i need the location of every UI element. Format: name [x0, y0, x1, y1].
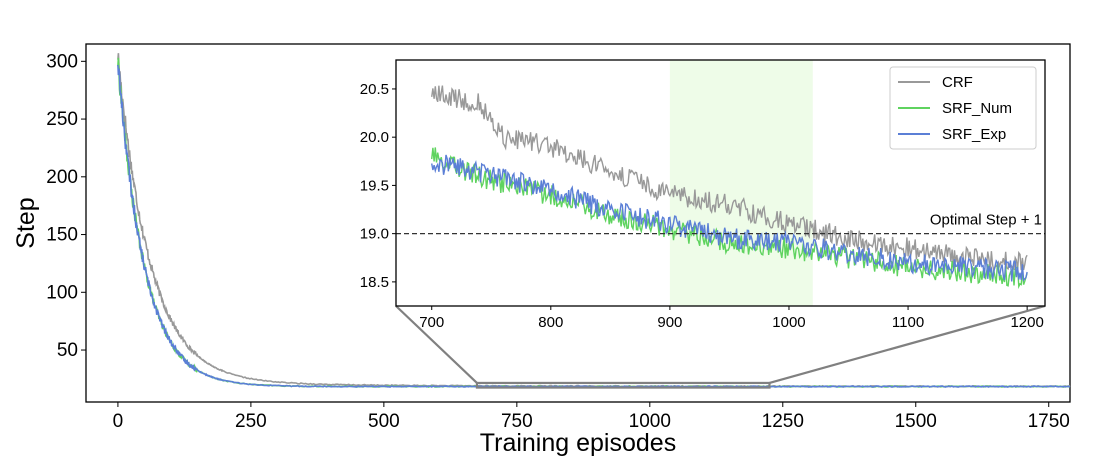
y-axis-label: Step	[12, 197, 40, 248]
x-axis-label: Training episodes	[480, 429, 676, 457]
zoom-region-box	[475, 381, 771, 389]
x-tick-label: 1250	[762, 411, 804, 432]
inset-curves	[431, 85, 1028, 290]
inset-highlight-region	[669, 60, 813, 306]
main-series-srf-exp	[117, 64, 1071, 388]
zoom-connector-right	[769, 304, 1046, 385]
legend-box	[889, 66, 1037, 150]
x-tick-label: 1500	[895, 411, 937, 432]
inset-y-tick-label: 20.0	[360, 129, 389, 146]
y-tick-label: 150	[46, 225, 78, 246]
zoom-connectors	[395, 304, 1046, 389]
y-tick-label: 300	[46, 51, 78, 72]
x-tick-label: 750	[501, 411, 533, 432]
legend-label-srf-num: SRF_Num	[942, 100, 1012, 117]
legend: CRF SRF_Num SRF_Exp	[889, 66, 1037, 150]
x-tick-label: 500	[368, 411, 400, 432]
x-tick-label: 0	[113, 411, 124, 432]
inset-x-tick-label: 800	[538, 314, 563, 331]
inset-y-tick-label: 20.5	[360, 81, 389, 98]
inset-axis-ticks: 700 800 900 1000 1100 1200 18.5 19.0 19.5 20.0 20.…	[360, 81, 1044, 331]
inset-x-tick-label: 1000	[772, 314, 805, 331]
x-tick-label: 1750	[1028, 411, 1070, 432]
inset-x-tick-label: 1200	[1010, 314, 1043, 331]
inset-chart: Optimal Step + 1 700 800 900 1000 1100 1200 18…	[360, 59, 1046, 331]
y-tick-label: 100	[46, 282, 78, 303]
inset-series-srf-exp	[431, 154, 1028, 282]
inset-y-tick-label: 18.5	[360, 274, 389, 291]
x-tick-label: 1000	[629, 411, 671, 432]
main-plot-frame	[85, 43, 1071, 403]
inset-series-crf	[431, 85, 1028, 273]
y-tick-label: 250	[46, 109, 78, 130]
main-axis-ticks: 0 250 500 750 1000 1250 1500 1750 50 100 150 200 250…	[46, 51, 1070, 432]
reference-line-label: Optimal Step + 1	[930, 212, 1042, 229]
legend-label-crf: CRF	[942, 74, 973, 91]
zoom-connector-left	[395, 305, 478, 384]
x-tick-label: 250	[235, 411, 267, 432]
y-tick-label: 200	[46, 167, 78, 188]
inset-x-tick-label: 1100	[892, 314, 924, 331]
inset-series-srf-num	[431, 147, 1028, 290]
inset-x-tick-label: 900	[657, 314, 682, 331]
inset-plot-frame	[395, 59, 1046, 307]
main-curves	[117, 53, 1071, 388]
inset-y-tick-label: 19.0	[360, 226, 389, 243]
inset-y-tick-label: 19.5	[360, 177, 389, 194]
y-tick-label: 50	[57, 340, 78, 361]
inset-x-tick-label: 700	[419, 314, 444, 331]
legend-label-srf-exp: SRF_Exp	[942, 126, 1006, 143]
